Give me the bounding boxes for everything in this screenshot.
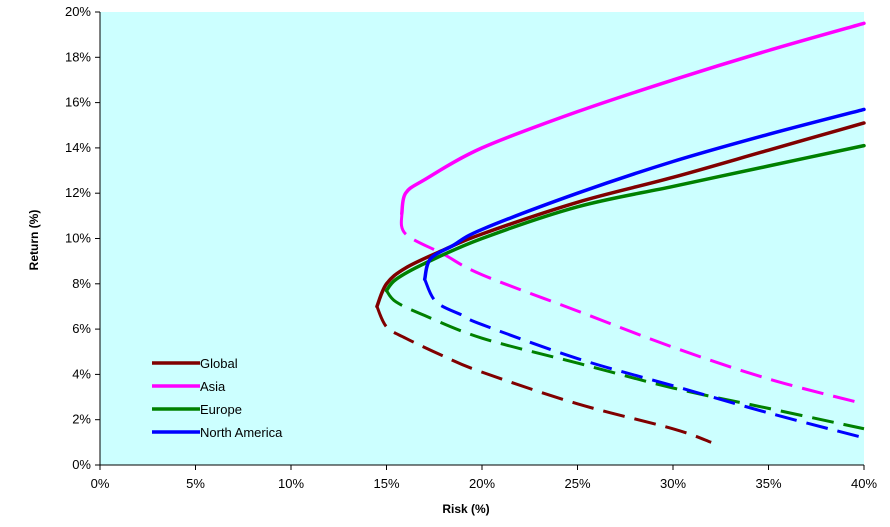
y-tick-label: 18%: [65, 49, 91, 64]
x-tick-label: 15%: [373, 476, 399, 491]
y-tick-label: 4%: [72, 366, 91, 381]
series-north-america-efficient-line: [422, 107, 866, 282]
legend: Global Asia Europe North America: [152, 356, 283, 440]
curves-layer: [375, 21, 866, 444]
series-north-america-inefficient-line: [423, 278, 865, 440]
x-tick-label: 30%: [660, 476, 686, 491]
x-tick-label: 20%: [469, 476, 495, 491]
x-tick-label: 0%: [91, 476, 110, 491]
x-tick-label: 40%: [851, 476, 877, 491]
y-tick-label: 6%: [72, 321, 91, 336]
legend-label-europe: Europe: [200, 402, 242, 417]
legend-label-global: Global: [200, 356, 238, 371]
y-tick-label: 16%: [65, 95, 91, 110]
y-tick-label: 20%: [65, 4, 91, 19]
y-axis-ticks: 0% 2% 4% 6% 8% 10% 12% 14% 16% 18% 20%: [65, 4, 100, 472]
series-europe-efficient-line: [384, 143, 866, 293]
y-axis-title: Return (%): [27, 210, 41, 271]
y-tick-label: 14%: [65, 140, 91, 155]
series-asia-inefficient-line: [399, 213, 865, 406]
x-axis-title: Risk (%): [442, 502, 489, 516]
y-tick-label: 2%: [72, 412, 91, 427]
x-tick-label: 25%: [564, 476, 590, 491]
series-global-efficient-line: [375, 121, 866, 309]
legend-label-north-america: North America: [200, 425, 283, 440]
y-tick-label: 0%: [72, 457, 91, 472]
x-tick-label: 5%: [186, 476, 205, 491]
x-axis-ticks: 0% 5% 10% 15% 20% 25% 30% 35% 40%: [91, 465, 877, 491]
x-tick-label: 10%: [278, 476, 304, 491]
y-tick-label: 8%: [72, 276, 91, 291]
legend-label-asia: Asia: [200, 379, 226, 394]
y-tick-label: 10%: [65, 231, 91, 246]
series-global-inefficient-line: [375, 305, 712, 444]
series-asia-efficient-line: [400, 21, 866, 216]
x-tick-label: 35%: [755, 476, 781, 491]
y-tick-label: 12%: [65, 185, 91, 200]
series-europe-inefficient-line: [385, 289, 865, 431]
